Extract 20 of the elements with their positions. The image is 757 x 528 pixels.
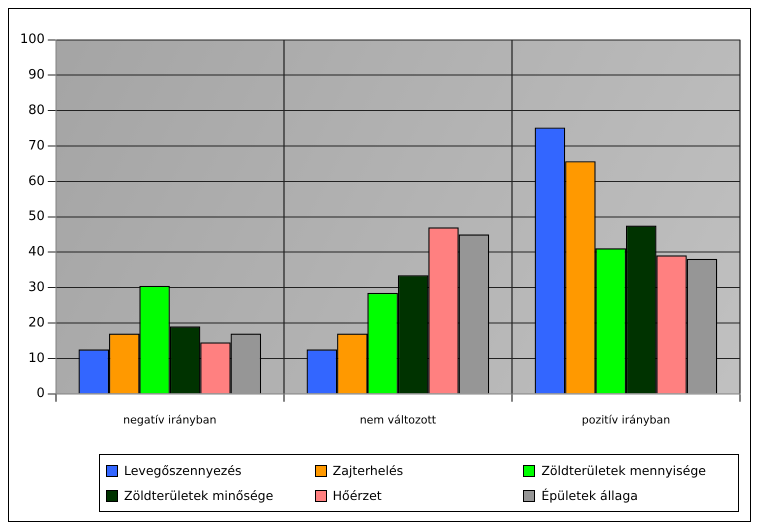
y-tick-label: 60	[28, 174, 45, 189]
legend-label: Zöldterületek mennyisége	[541, 463, 706, 478]
y-tick-label: 30	[28, 280, 45, 295]
y-tick-label: 10	[28, 350, 45, 366]
y-tick-label: 20	[28, 315, 45, 330]
y-tick-label: 70	[28, 138, 45, 154]
legend-label: Zajterhelés	[332, 463, 404, 478]
y-tick-label: 100	[20, 32, 45, 48]
legend-label: Épületek állaga	[541, 488, 638, 503]
y-tick-label: 80	[28, 102, 45, 118]
legend-label: Zöldterületek minősége	[124, 488, 274, 503]
y-tick-label: 40	[28, 244, 45, 260]
x-tick-label: pozitív irányban	[582, 413, 670, 426]
y-tick-label: 50	[28, 209, 45, 224]
x-tick-label: negatív irányban	[123, 413, 217, 426]
x-tick-label: nem változott	[360, 413, 437, 426]
legend-label: Hőérzet	[332, 488, 382, 503]
legend-label: Levegőszennyezés	[124, 463, 242, 478]
y-tick-label: 0	[36, 386, 45, 402]
y-tick-label: 90	[28, 68, 45, 83]
